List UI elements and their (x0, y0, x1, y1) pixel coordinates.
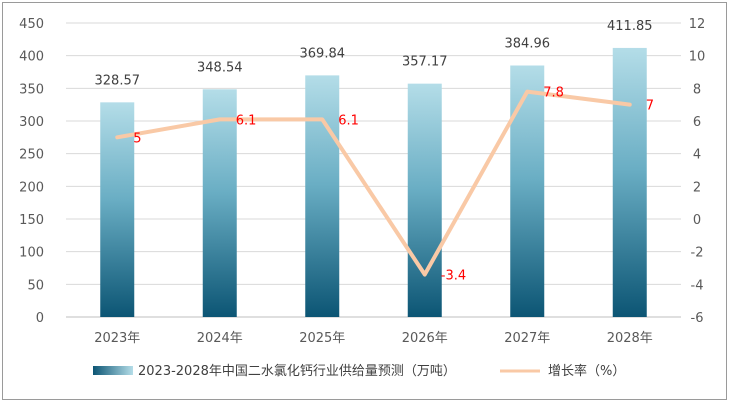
line-point (525, 90, 529, 94)
left-tick-label: 200 (19, 180, 44, 195)
bar (510, 65, 545, 317)
line-point (628, 103, 632, 107)
x-tick-label: 2024年 (197, 331, 243, 346)
bar-value-label: 357.17 (402, 55, 448, 70)
legend-bar-label: 2023-2028年中国二水氯化钙行业供给量预测（万吨） (138, 364, 456, 379)
bar-value-label: 384.96 (505, 36, 551, 51)
x-tick-label: 2023年 (94, 331, 140, 346)
left-tick-label: 250 (19, 148, 44, 163)
rate-value-label: 5 (133, 131, 141, 146)
right-tick-label: -4 (691, 278, 704, 293)
left-tick-label: 150 (19, 213, 44, 228)
bar (407, 83, 442, 318)
right-tick-label: 4 (693, 148, 701, 163)
line-series: 5 6.1 6.1 -3.4 7.8 7 (115, 86, 654, 284)
legend-line-label: 增长率（%） (548, 363, 625, 379)
legend: 2023-2028年中国二水氯化钙行业供给量预测（万吨） 增长率（%） (93, 363, 625, 379)
x-tick-label: 2028年 (607, 331, 653, 346)
bar-value-label: 411.85 (607, 19, 653, 34)
bar-series: 328.57 348.54 369.84 357.17 384.96 411.85 (95, 19, 653, 318)
bar (202, 89, 237, 317)
rate-value-label: 6.1 (338, 113, 359, 128)
rate-value-label: 6.1 (236, 113, 257, 128)
left-tick-label: 350 (19, 82, 44, 97)
combo-chart: 0 50 100 150 200 250 300 350 400 450 -6 -4 -2 0 2 4 6 8 1… (19, 17, 706, 379)
left-tick-label: 50 (27, 278, 44, 293)
left-tick-label: 450 (19, 17, 44, 32)
right-axis-ticks: -6 -4 -2 0 2 4 6 8 10 12 (689, 17, 706, 326)
chart-frame: 0 50 100 150 200 250 300 350 400 450 -6 -4 -2 0 2 4 6 8 1… (2, 2, 727, 400)
right-tick-label: 12 (689, 17, 706, 32)
x-axis-ticks: 2023年 2024年 2025年 2026年 2027年 2028年 (94, 331, 653, 346)
right-tick-label: -6 (691, 311, 704, 326)
left-tick-label: 100 (19, 246, 44, 261)
bar (612, 47, 647, 317)
rate-value-label: 7 (646, 99, 654, 114)
gridlines (66, 22, 681, 318)
left-tick-label: 400 (19, 50, 44, 65)
left-axis-ticks: 0 50 100 150 200 250 300 350 400 450 (19, 17, 44, 326)
right-tick-label: 8 (693, 82, 701, 97)
x-tick-label: 2027年 (504, 331, 550, 346)
left-tick-label: 0 (36, 311, 44, 326)
line-point (320, 117, 324, 121)
right-tick-label: 10 (689, 50, 706, 65)
x-tick-label: 2025年 (299, 331, 345, 346)
line-point (115, 135, 119, 139)
line-point (218, 117, 222, 121)
x-tick-label: 2026年 (402, 331, 448, 346)
line-point (423, 273, 427, 277)
bar-value-label: 328.57 (95, 73, 141, 88)
legend-bar-swatch (93, 366, 133, 375)
right-tick-label: 6 (693, 115, 701, 130)
bar-value-label: 348.54 (197, 60, 243, 75)
right-tick-label: -2 (691, 246, 704, 261)
rate-value-label: -3.4 (441, 269, 466, 284)
growth-rate-line (115, 89, 632, 277)
right-tick-label: 2 (693, 180, 701, 195)
rate-value-label: 7.8 (543, 86, 564, 101)
bar (305, 75, 340, 317)
right-tick-label: 0 (693, 213, 701, 228)
left-tick-label: 300 (19, 115, 44, 130)
bar-value-label: 369.84 (300, 46, 346, 61)
